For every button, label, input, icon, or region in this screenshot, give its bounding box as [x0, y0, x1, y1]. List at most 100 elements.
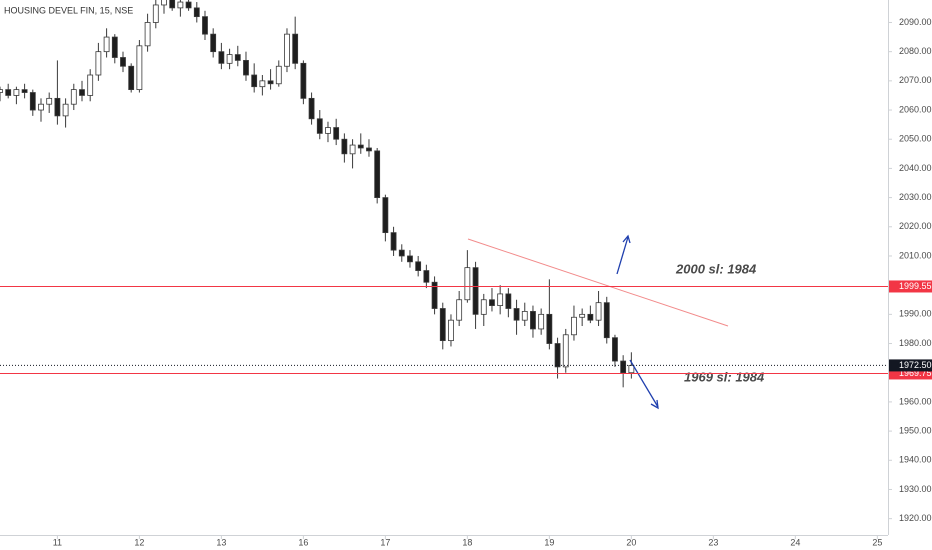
- y-tick-label: 1980.00: [899, 338, 932, 348]
- candle-body: [628, 365, 635, 374]
- candle-body: [530, 311, 536, 330]
- candle-body: [398, 249, 405, 257]
- candle-body: [161, 0, 167, 6]
- chart-title: HOUSING DEVEL FIN, 15, NSE: [4, 5, 133, 15]
- candle-body: [497, 293, 504, 306]
- candle-body: [136, 45, 143, 91]
- y-tick-label: 2090.00: [899, 17, 932, 27]
- x-tick-label: 13: [216, 537, 226, 547]
- candle-body: [169, 0, 176, 9]
- candle-body: [562, 334, 569, 368]
- candle-body: [251, 74, 258, 88]
- candle-body: [456, 299, 463, 321]
- candle-body: [571, 316, 577, 336]
- candle-body: [0, 89, 3, 93]
- y-tick-label: 2060.00: [899, 104, 932, 114]
- candle-body: [300, 62, 307, 99]
- arrow-down: [629, 359, 659, 410]
- candle-body: [480, 299, 487, 315]
- trend-line: [467, 238, 729, 327]
- candle-body: [374, 150, 381, 198]
- current-price-box: [889, 359, 932, 372]
- x-tick-label: 18: [462, 537, 472, 547]
- price-label: 1999.55: [899, 281, 932, 291]
- y-tick-label: 2050.00: [899, 134, 932, 144]
- candle-body: [120, 57, 126, 67]
- current-price-label: 1972.50: [899, 360, 932, 370]
- candle-body: [54, 97, 61, 117]
- y-tick-label: 2020.00: [899, 221, 932, 231]
- x-tick-label: 23: [708, 537, 718, 547]
- candle-body: [218, 51, 225, 64]
- candle-body: [464, 267, 471, 301]
- candle-body: [448, 319, 454, 342]
- arrow-up: [616, 234, 631, 275]
- candle-body: [38, 103, 44, 111]
- candle-body: [46, 97, 53, 105]
- candle-body: [177, 1, 184, 9]
- y-tick-label: 1920.00: [899, 513, 932, 523]
- y-tick-label: 1940.00: [899, 455, 932, 465]
- candle-body: [341, 138, 348, 155]
- candle-body: [390, 232, 397, 251]
- y-tick-label: 1960.00: [899, 396, 932, 406]
- candle-body: [103, 36, 110, 53]
- candle-body: [275, 65, 282, 85]
- x-tick-label: 16: [298, 537, 308, 547]
- y-tick-label: 2040.00: [899, 163, 932, 173]
- candle-body: [185, 1, 192, 9]
- candle-body: [366, 147, 372, 152]
- candle-body: [259, 80, 266, 88]
- candle-body: [407, 255, 413, 263]
- x-tick-label: 11: [53, 537, 62, 547]
- candle-body: [349, 144, 356, 155]
- candle-body: [13, 89, 20, 96]
- candle-body: [325, 127, 331, 134]
- candle-body: [29, 92, 36, 111]
- candle-body: [144, 22, 151, 47]
- price-label: 1969.75: [899, 368, 932, 378]
- candle-body: [152, 4, 159, 23]
- candle-body: [5, 89, 12, 96]
- candle-body: [87, 74, 94, 96]
- candle-body: [554, 343, 561, 368]
- candle-body: [382, 197, 389, 234]
- x-tick-label: 12: [134, 537, 144, 547]
- x-tick-label: 24: [790, 537, 800, 547]
- candle-body: [79, 89, 85, 96]
- candle-body: [538, 313, 545, 330]
- candle-body: [579, 313, 586, 318]
- y-tick-label: 1950.00: [899, 425, 932, 435]
- candle-body: [62, 103, 69, 117]
- candle-body: [128, 65, 135, 91]
- candle-body: [415, 261, 422, 271]
- candle-body: [431, 281, 438, 309]
- candle-body: [316, 118, 323, 134]
- candle-body: [111, 36, 118, 58]
- candle-body: [21, 89, 28, 93]
- candle-body: [587, 313, 594, 321]
- candle-body: [505, 293, 512, 309]
- candle-body: [292, 33, 299, 64]
- candle-body: [521, 311, 528, 321]
- candle-body: [489, 299, 495, 306]
- candle-body: [612, 337, 618, 362]
- x-tick-label: 25: [872, 537, 882, 547]
- x-tick-label: 17: [380, 537, 390, 547]
- y-tick-label: 2030.00: [899, 192, 932, 202]
- price-label-box: [889, 280, 932, 293]
- candle-body: [308, 97, 315, 120]
- y-tick-label: 2070.00: [899, 75, 932, 85]
- candle-body: [210, 33, 217, 53]
- candle-body: [439, 308, 446, 342]
- y-tick-label: 2010.00: [899, 250, 932, 260]
- candle-body: [513, 308, 520, 321]
- candle-body: [243, 60, 249, 76]
- candle-body: [546, 313, 553, 344]
- candle-body: [234, 54, 241, 61]
- candle-body: [603, 302, 610, 339]
- x-tick-label: 19: [544, 537, 554, 547]
- candle-body: [423, 270, 430, 283]
- candle-body: [70, 89, 77, 105]
